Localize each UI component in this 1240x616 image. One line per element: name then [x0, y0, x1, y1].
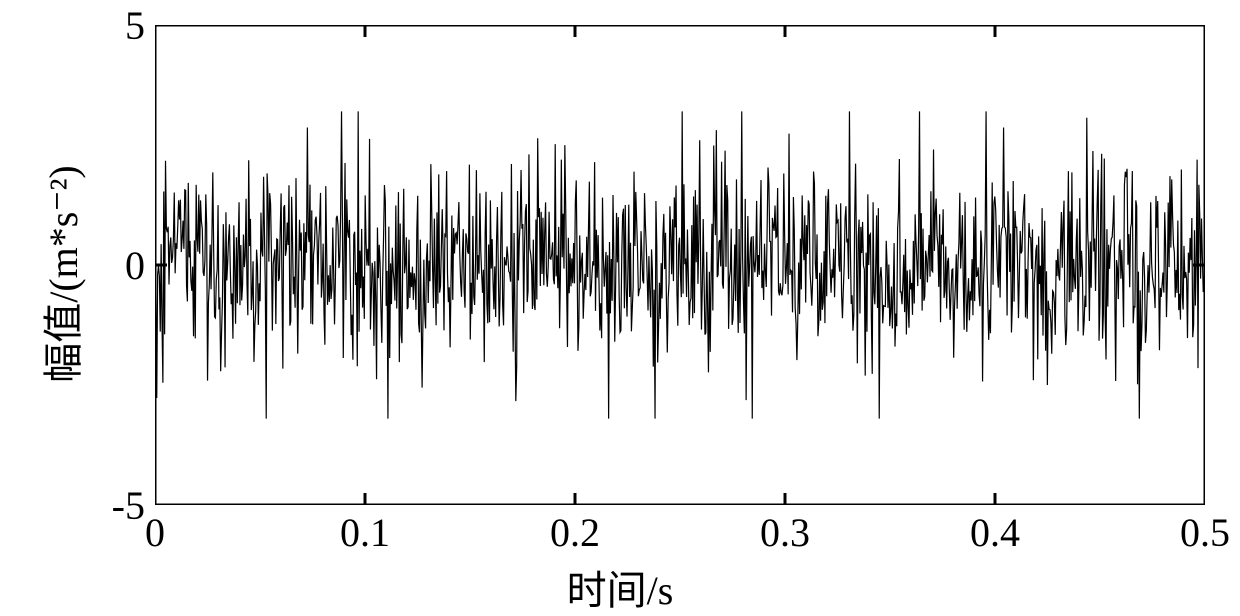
x-tick-label: 0.4	[935, 509, 1055, 556]
x-tick-label: 0.1	[305, 509, 425, 556]
x-tick-label: 0.2	[515, 509, 635, 556]
x-tick-label: 0.5	[1145, 509, 1240, 556]
x-tick-label: 0.3	[725, 509, 845, 556]
plot-svg	[155, 25, 1205, 505]
figure: 幅值/(m*s⁻²) 时间/s 00.10.20.30.40.5-505	[0, 0, 1240, 615]
signal-line	[155, 111, 1205, 418]
y-tick-label: 0	[25, 242, 145, 289]
plot-area	[155, 25, 1205, 505]
x-axis-label: 时间/s	[0, 558, 1240, 616]
y-tick-label: -5	[25, 482, 145, 529]
y-tick-label: 5	[25, 2, 145, 49]
